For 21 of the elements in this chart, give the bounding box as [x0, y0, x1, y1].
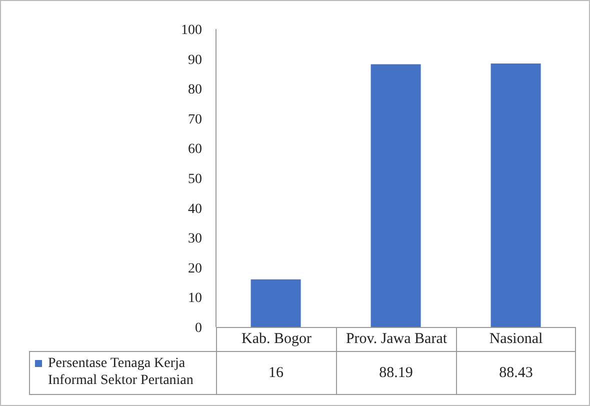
y-tick-label: 50: [188, 172, 202, 187]
bar: [490, 63, 541, 327]
y-tick-label: 30: [188, 232, 202, 247]
y-tick-label: 0: [195, 320, 202, 336]
y-tick-label: 90: [188, 52, 202, 68]
y-tick-label: 100: [181, 22, 202, 38]
data-label: 88.43: [498, 364, 534, 383]
legend-label: Persentase Tenaga Kerja Informal Sektor Pertanian: [48, 355, 194, 389]
bar: [250, 279, 301, 327]
y-tick-label: 20: [188, 261, 202, 276]
y-tick-label: 80: [188, 82, 202, 98]
x-tick-label: Nasional: [489, 331, 543, 347]
bar: [370, 64, 421, 327]
y-tick-label: 10: [188, 291, 202, 306]
x-tick-label: Kab. Bogor: [242, 331, 312, 347]
data-label: 16: [268, 364, 284, 383]
x-tick-label: Prov. Jawa Barat: [346, 331, 448, 347]
y-tick-label: 40: [188, 202, 202, 217]
y-tick-label: 70: [188, 112, 202, 128]
data-label: 88.19: [378, 364, 414, 383]
y-tick-label: 60: [188, 142, 202, 158]
